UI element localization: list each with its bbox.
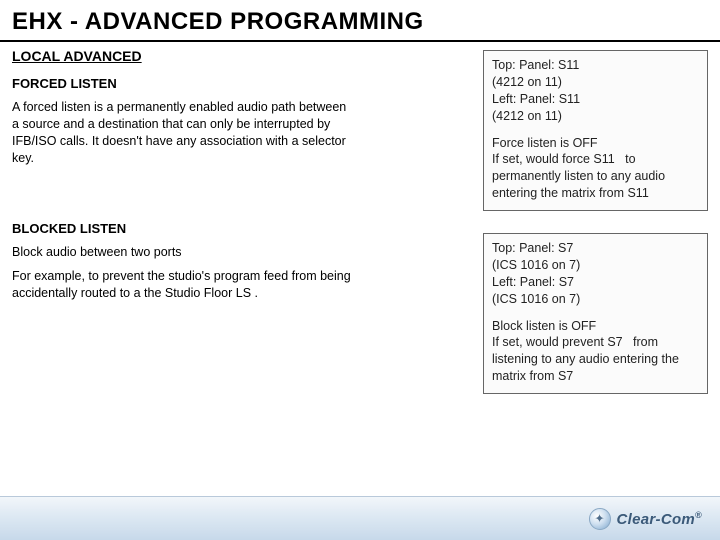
box2-line1: Top: Panel: S7 <box>492 240 699 257</box>
content-area: LOCAL ADVANCED FORCED LISTEN A forced li… <box>0 48 720 394</box>
box1-desc: If set, would force S11 to permanently l… <box>492 151 699 202</box>
info-box-force-listen: Top: Panel: S11 (4212 on 11) Left: Panel… <box>483 50 708 211</box>
right-column: Top: Panel: S11 (4212 on 11) Left: Panel… <box>483 48 708 394</box>
brand-logo-icon <box>589 508 611 530</box>
blocked-listen-intro: Block audio between two ports <box>12 244 352 261</box>
brand-name: Clear-Com <box>617 511 696 528</box>
heading-forced-listen: FORCED LISTEN <box>12 76 469 91</box>
brand-logo-text: Clear-Com® <box>617 510 703 528</box>
box1-line2: (4212 on 11) <box>492 74 699 91</box>
page-title: EHX - ADVANCED PROGRAMMING <box>12 8 708 36</box>
box2-status: Block listen is OFF <box>492 318 699 335</box>
box1-status: Force listen is OFF <box>492 135 699 152</box>
box2-line3: Left: Panel: S7 <box>492 274 699 291</box>
brand-registered: ® <box>695 510 702 520</box>
box1-line3: Left: Panel: S11 <box>492 91 699 108</box>
box1-line1: Top: Panel: S11 <box>492 57 699 74</box>
info-box-block-listen: Top: Panel: S7 (ICS 1016 on 7) Left: Pan… <box>483 233 708 394</box>
left-column: LOCAL ADVANCED FORCED LISTEN A forced li… <box>12 48 473 394</box>
heading-blocked-listen: BLOCKED LISTEN <box>12 221 469 236</box>
box2-desc: If set, would prevent S7 from listening … <box>492 334 699 385</box>
box2-line4: (ICS 1016 on 7) <box>492 291 699 308</box>
box2-line2: (ICS 1016 on 7) <box>492 257 699 274</box>
section-heading-local-advanced: LOCAL ADVANCED <box>12 48 469 64</box>
box1-line4: (4212 on 11) <box>492 108 699 125</box>
title-bar: EHX - ADVANCED PROGRAMMING <box>0 0 720 42</box>
brand-logo: Clear-Com® <box>589 508 703 530</box>
footer-bar: Clear-Com® <box>0 496 720 540</box>
blocked-listen-example: For example, to prevent the studio's pro… <box>12 268 352 302</box>
forced-listen-body: A forced listen is a permanently enabled… <box>12 99 352 167</box>
